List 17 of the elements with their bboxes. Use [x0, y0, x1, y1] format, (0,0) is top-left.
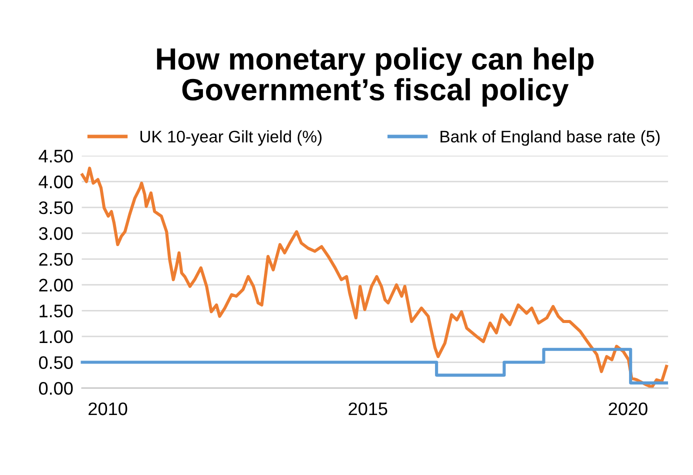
y-tick-label: 0.00 [39, 382, 73, 395]
x-tick-label: 2015 [348, 402, 388, 416]
y-tick-label: 2.50 [39, 252, 73, 266]
y-tick-label: 0.50 [39, 356, 73, 369]
line-series [80, 166, 668, 389]
y-tick-label: 4.50 [38, 150, 73, 163]
y-tick-label: 2.00 [39, 278, 73, 292]
y-tick-label: 3.50 [38, 201, 73, 214]
y-tick-label: 4.00 [38, 176, 73, 188]
y-tick-label: 1.00 [40, 330, 73, 344]
x-tick-label: 2020 [608, 402, 648, 416]
y-tick-label: 1.50 [40, 304, 73, 318]
legend-label: Bank of England base rate (5) [440, 130, 660, 146]
x-tick-label: 2010 [88, 402, 128, 416]
legend-label: UK 10-year Gilt yield (%) [140, 130, 322, 146]
chart-title: How monetary policy can help Government’s fiscal policy [157, 47, 594, 107]
y-tick-label: 3.00 [38, 227, 73, 240]
